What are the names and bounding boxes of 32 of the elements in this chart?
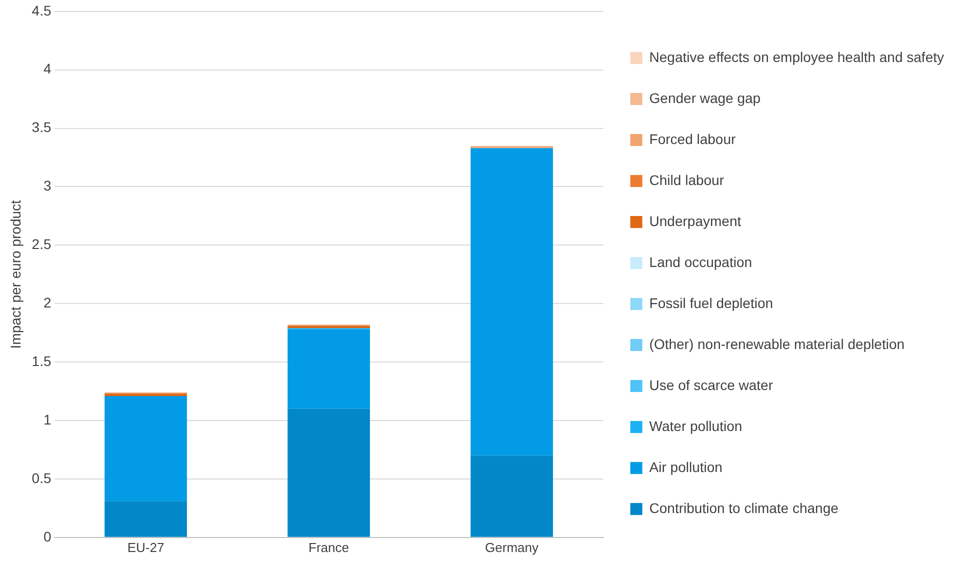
x-tick-label: EU-27 — [127, 540, 164, 555]
legend-label: Contribution to climate change — [649, 500, 839, 516]
y-tick-label: 0 — [43, 528, 52, 544]
x-tick-label: France — [308, 540, 350, 555]
y-tick-label: 2.5 — [32, 236, 52, 252]
legend-label: Fossil fuel depletion — [649, 294, 774, 311]
legend-label: Underpayment — [649, 212, 742, 229]
legend-label: Air pollution — [649, 458, 722, 475]
x-tick-label: Germany — [485, 540, 540, 555]
y-axis-title: Impact per euro product — [7, 200, 24, 349]
y-tick-label: 0.5 — [32, 470, 52, 486]
legend-label: (Other) non-renewable material depletion — [649, 336, 905, 352]
bar — [104, 396, 187, 502]
bar — [104, 501, 187, 537]
y-tick-label: 3.5 — [32, 119, 52, 136]
legend-label: Gender wage gap — [649, 90, 761, 106]
bar — [470, 148, 553, 456]
legend-label: Use of scarce water — [649, 376, 774, 393]
legend-label: Forced labour — [649, 130, 736, 147]
y-tick-label: 2 — [43, 294, 52, 310]
legend-label: Child labour — [649, 172, 724, 188]
legend-label: Land occupation — [649, 254, 752, 270]
y-tick-label: 3 — [43, 178, 52, 194]
bar — [288, 408, 370, 537]
y-tick-label: 1 — [43, 411, 52, 428]
y-tick-label: 4 — [43, 60, 52, 77]
bar — [470, 456, 553, 537]
legend-label: Negative effects on employee health and safety — [649, 48, 944, 65]
y-tick-label: 1.5 — [32, 352, 52, 369]
legend-label: Water pollution — [649, 418, 742, 434]
bar — [288, 329, 370, 409]
y-tick-label: 4.5 — [32, 2, 52, 18]
